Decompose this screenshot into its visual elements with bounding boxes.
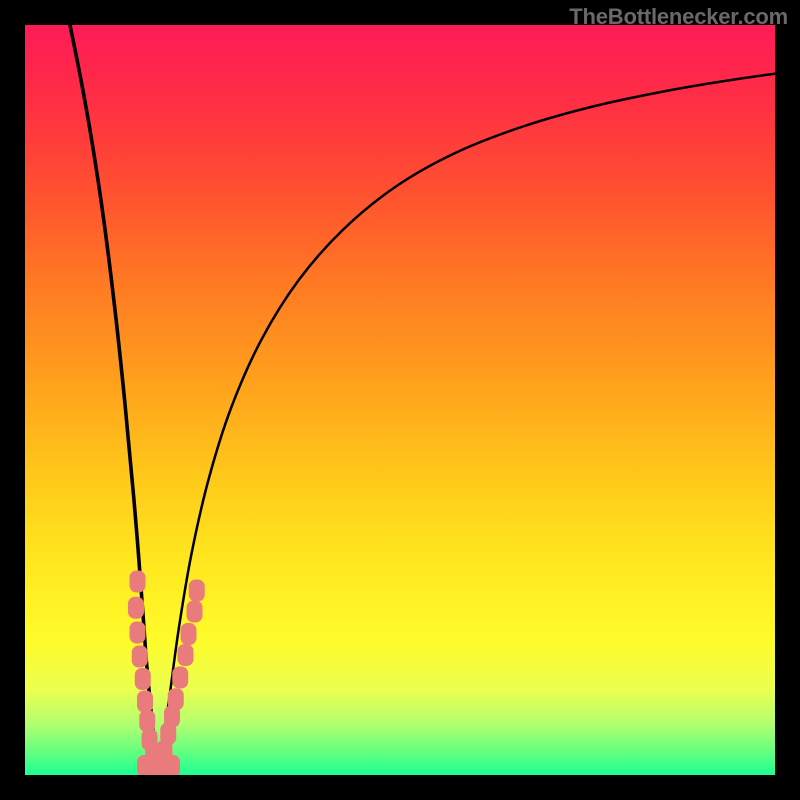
marker-point bbox=[181, 623, 197, 645]
plot-area bbox=[25, 25, 775, 775]
outer-frame: TheBottlenecker.com bbox=[0, 0, 800, 800]
marker-point bbox=[178, 644, 194, 666]
marker-point bbox=[189, 580, 205, 602]
marker-point bbox=[135, 668, 151, 690]
watermark-text: TheBottlenecker.com bbox=[569, 4, 788, 30]
marker-point bbox=[137, 691, 153, 713]
bottleneck-curve bbox=[25, 25, 775, 775]
marker-point bbox=[168, 688, 184, 710]
marker-point bbox=[172, 667, 188, 689]
marker-point bbox=[187, 601, 203, 623]
marker-point bbox=[130, 571, 146, 593]
curve-right bbox=[157, 74, 775, 766]
marker-point bbox=[128, 597, 144, 619]
marker-point bbox=[130, 622, 146, 644]
marker-point bbox=[139, 710, 155, 732]
marker-point bbox=[132, 646, 148, 668]
